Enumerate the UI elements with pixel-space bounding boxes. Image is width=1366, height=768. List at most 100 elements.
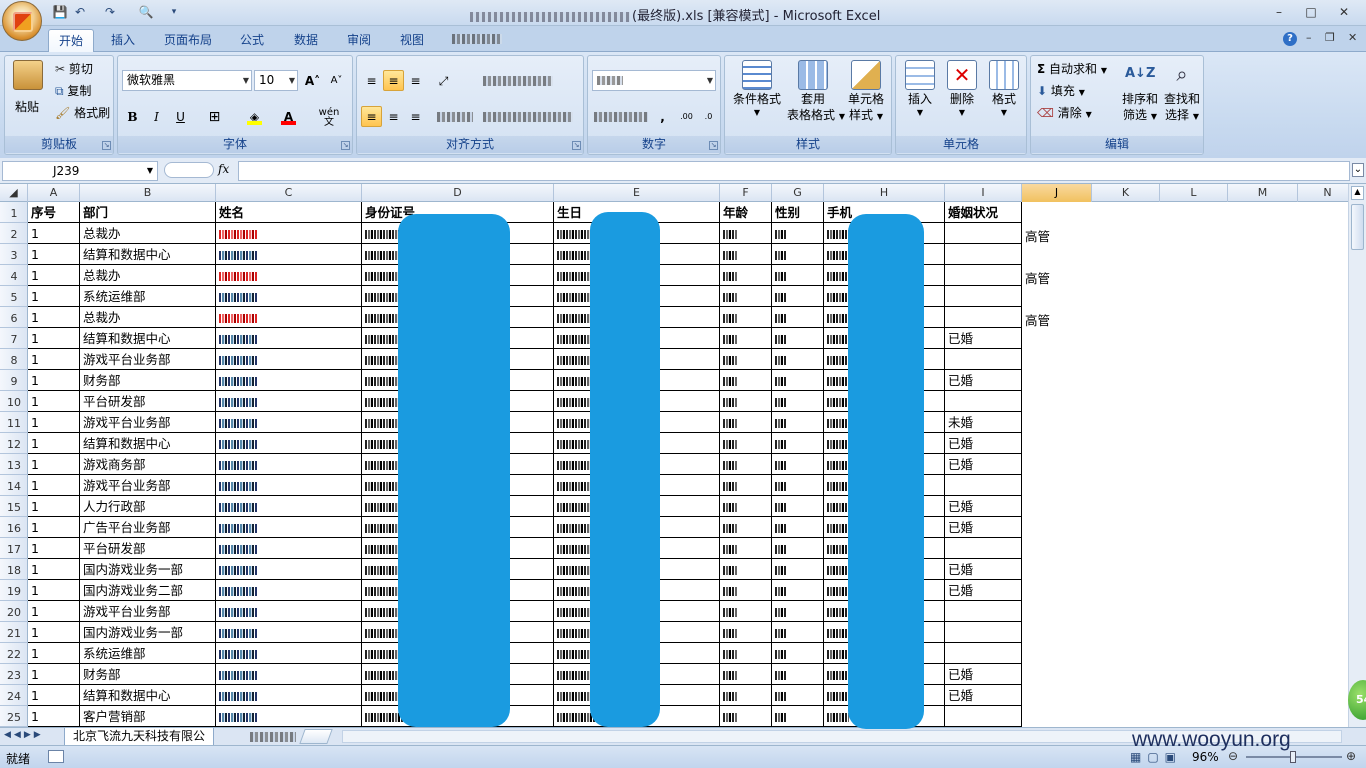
cell-c[interactable] bbox=[216, 286, 362, 307]
cell-h[interactable] bbox=[824, 433, 945, 454]
cell-b[interactable]: 结算和数据中心 bbox=[80, 433, 216, 454]
cell-b[interactable]: 结算和数据中心 bbox=[80, 685, 216, 706]
cell-a[interactable]: 1 bbox=[28, 601, 80, 622]
column-header-c[interactable]: C bbox=[216, 184, 362, 202]
cell-i[interactable] bbox=[945, 706, 1022, 727]
cell-f[interactable] bbox=[720, 685, 772, 706]
cell-b[interactable]: 总裁办 bbox=[80, 223, 216, 244]
cell-f[interactable] bbox=[720, 475, 772, 496]
save-icon[interactable]: 💾 bbox=[52, 5, 68, 19]
cell-h[interactable] bbox=[824, 391, 945, 412]
copy-button[interactable]: ⧉ 复制 bbox=[55, 84, 92, 98]
cell-i[interactable] bbox=[945, 244, 1022, 265]
sort-filter-button[interactable]: A↓Z 排序和 筛选 ▼ bbox=[1119, 60, 1161, 124]
cell-e[interactable] bbox=[554, 559, 720, 580]
currency-percent-icons-redacted[interactable] bbox=[594, 112, 648, 122]
cell-g[interactable] bbox=[772, 286, 824, 307]
cell-c[interactable] bbox=[216, 601, 362, 622]
cell-b[interactable]: 游戏平台业务部 bbox=[80, 349, 216, 370]
cell-f[interactable] bbox=[720, 601, 772, 622]
select-all-corner[interactable]: ◢ bbox=[0, 184, 28, 202]
horizontal-scrollbar[interactable] bbox=[342, 730, 1342, 743]
column-header-l[interactable]: L bbox=[1160, 184, 1228, 202]
cell-i[interactable]: 已婚 bbox=[945, 517, 1022, 538]
shrink-font-button[interactable]: A˅ bbox=[330, 75, 343, 86]
expand-formula-bar-icon[interactable]: ⌄ bbox=[1352, 163, 1364, 177]
cell-e[interactable] bbox=[554, 265, 720, 286]
insert-cells-button[interactable]: 插入 ▼ bbox=[900, 60, 940, 118]
row-header[interactable]: 1 bbox=[0, 202, 28, 223]
insert-function-button[interactable]: fx bbox=[218, 162, 230, 176]
column-header-n[interactable]: N bbox=[1298, 184, 1348, 202]
cell-d[interactable] bbox=[362, 685, 554, 706]
cell-c[interactable] bbox=[216, 580, 362, 601]
cell-a[interactable]: 1 bbox=[28, 580, 80, 601]
insert-sheet-tab[interactable] bbox=[299, 729, 333, 744]
cell-a[interactable]: 1 bbox=[28, 664, 80, 685]
cell-e[interactable] bbox=[554, 580, 720, 601]
cell-c[interactable] bbox=[216, 664, 362, 685]
row-header[interactable]: 23 bbox=[0, 664, 28, 685]
cell-f[interactable] bbox=[720, 412, 772, 433]
column-header-b[interactable]: B bbox=[80, 184, 216, 202]
cell-f[interactable] bbox=[720, 538, 772, 559]
cell-b[interactable]: 结算和数据中心 bbox=[80, 244, 216, 265]
font-size-combo[interactable]: 10 ▼ bbox=[254, 70, 298, 91]
cell-c[interactable] bbox=[216, 265, 362, 286]
cell-a[interactable]: 1 bbox=[28, 685, 80, 706]
cell-f[interactable] bbox=[720, 706, 772, 727]
cell-c[interactable] bbox=[216, 643, 362, 664]
cell-f[interactable] bbox=[720, 244, 772, 265]
cell-c[interactable] bbox=[216, 433, 362, 454]
cell-d[interactable] bbox=[362, 622, 554, 643]
cell-i[interactable]: 已婚 bbox=[945, 454, 1022, 475]
floating-badge[interactable]: 54 bbox=[1348, 680, 1366, 720]
cell-c[interactable] bbox=[216, 328, 362, 349]
tab-data[interactable]: 数据 bbox=[294, 33, 319, 47]
row-header[interactable]: 21 bbox=[0, 622, 28, 643]
cell-h[interactable] bbox=[824, 454, 945, 475]
cell-e[interactable] bbox=[554, 454, 720, 475]
cell-a[interactable]: 1 bbox=[28, 433, 80, 454]
sheet-tab-redacted[interactable] bbox=[250, 732, 296, 742]
cell-c[interactable] bbox=[216, 538, 362, 559]
cell-f[interactable] bbox=[720, 454, 772, 475]
comma-style-button[interactable]: , bbox=[660, 110, 665, 124]
cell-f[interactable] bbox=[720, 517, 772, 538]
cell-e[interactable] bbox=[554, 328, 720, 349]
cell-d[interactable] bbox=[362, 454, 554, 475]
row-header[interactable]: 13 bbox=[0, 454, 28, 475]
row-header[interactable]: 16 bbox=[0, 517, 28, 538]
cell-d[interactable] bbox=[362, 265, 554, 286]
column-header-e[interactable]: E bbox=[554, 184, 720, 202]
cell-c[interactable] bbox=[216, 496, 362, 517]
cell-f[interactable] bbox=[720, 496, 772, 517]
cell-i[interactable]: 已婚 bbox=[945, 559, 1022, 580]
cell-i[interactable]: 已婚 bbox=[945, 580, 1022, 601]
format-painter-button[interactable]: 🖌 格式刷 bbox=[55, 106, 111, 120]
align-top-icon[interactable]: ≡ bbox=[366, 74, 377, 88]
cell-g[interactable] bbox=[772, 265, 824, 286]
cell-d[interactable] bbox=[362, 244, 554, 265]
cell-b[interactable]: 总裁办 bbox=[80, 265, 216, 286]
cell-f[interactable] bbox=[720, 370, 772, 391]
cell-h[interactable] bbox=[824, 475, 945, 496]
cell-c[interactable] bbox=[216, 391, 362, 412]
cell-c[interactable] bbox=[216, 706, 362, 727]
cell-g[interactable] bbox=[772, 370, 824, 391]
column-header-h[interactable]: H bbox=[824, 184, 945, 202]
cell-h[interactable] bbox=[824, 349, 945, 370]
cell-h[interactable] bbox=[824, 328, 945, 349]
cell-j[interactable]: 高管 bbox=[1025, 271, 1051, 286]
cell-j[interactable]: 高管 bbox=[1025, 313, 1051, 328]
cell-e[interactable] bbox=[554, 601, 720, 622]
cell-b[interactable]: 国内游戏业务一部 bbox=[80, 622, 216, 643]
row-header[interactable]: 10 bbox=[0, 391, 28, 412]
column-header-d[interactable]: D bbox=[362, 184, 554, 202]
italic-button[interactable]: I bbox=[154, 110, 159, 124]
cell-h[interactable] bbox=[824, 622, 945, 643]
row-header[interactable]: 5 bbox=[0, 286, 28, 307]
cell-c[interactable] bbox=[216, 622, 362, 643]
cell-b[interactable]: 财务部 bbox=[80, 664, 216, 685]
cell-i[interactable] bbox=[945, 391, 1022, 412]
